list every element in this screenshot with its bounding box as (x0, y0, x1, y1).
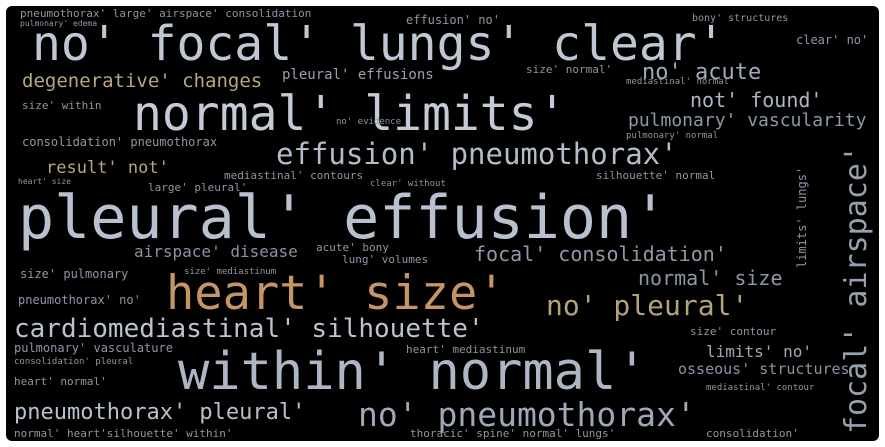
word-bony-structures: bony' structures (692, 13, 789, 24)
word-large-pleural: large' pleural' (148, 181, 248, 194)
word-heart-size-small: heart' size (18, 177, 71, 186)
word-heart-mediastinum: heart' mediastinum (406, 343, 526, 356)
word-heart-size: heart' size' (166, 266, 506, 321)
word-size-pulmonary: size' pulmonary (20, 267, 129, 281)
word-pulmonary-normal: pulmonary' normal (626, 131, 719, 141)
word-size-mediastinum: size' mediastinum (184, 267, 277, 277)
word-silhouette-normal: silhouette' normal (596, 169, 716, 182)
word-pulmonary-vasculature: pulmonary' vasculature (14, 341, 173, 355)
word-clear-no: clear' no' (796, 33, 869, 47)
word-focal-airspace: focal' airspace' (839, 145, 874, 434)
word-effusion-pneumothorax: effusion' pneumothorax' (276, 137, 678, 171)
word-consolidation-pneumothorax: consolidation' pneumothorax (22, 135, 218, 149)
word-airspace-disease: airspace' disease (134, 242, 298, 261)
word-normal-limits: normal' limits' (133, 86, 567, 142)
word-cardiomediastinal-silhouette: cardiomediastinal' silhouette' (14, 314, 484, 344)
word-no-evidence: no' evidence (336, 117, 402, 127)
word-within-normal: within' normal' (178, 342, 648, 402)
word-consolidation-pleural: consolidation' pleural (14, 357, 134, 367)
word-acute-bony: acute' bony (316, 241, 389, 254)
word-effusion-no: effusion' no' (406, 13, 500, 27)
word-degenerative-changes: degenerative' changes (22, 70, 263, 92)
word-pulmonary-edema: pulmonary' edema (20, 19, 98, 28)
word-normal-size: normal' size (638, 266, 783, 290)
word-mediastinal-contours: mediastinal' contours (224, 169, 364, 182)
word-mediastinal-contour: mediastinal' contour (706, 383, 815, 393)
word-focal-consolidation: focal' consolidation' (474, 242, 727, 266)
word-no-pneumothorax: no' pneumothorax' (358, 395, 696, 434)
word-pneumothorax-pleural: pneumothorax' pleural' (14, 400, 306, 425)
word-cloud: pleural' effusion' within' normal' norma… (6, 6, 879, 441)
word-normal-heart-silhouette-within: normal' heart'silhouette' within' (14, 427, 233, 440)
word-no-pleural: no' pleural' (546, 289, 749, 322)
word-pneumothorax-large-airspace-consolidation: pneumothorax' large' airspace' consolida… (20, 7, 312, 20)
word-heart-normal: heart' normal' (14, 375, 107, 388)
word-mediastinal-normal: mediastinal' normal (626, 77, 729, 87)
word-no-focal-lungs-clear: no' focal' lungs' clear' (32, 16, 726, 72)
word-thoracic-spine-normal-lungs: thoracic' spine' normal' lungs' (410, 427, 616, 440)
word-not-found: not' found' (690, 88, 823, 112)
word-limits-no: limits' no' (706, 342, 812, 361)
word-size-within: size' within (22, 99, 102, 112)
word-consolidation: consolidation' (706, 427, 799, 440)
word-lung-volumes: lung' volumes (342, 253, 429, 266)
word-no-acute: no' acute (642, 60, 762, 85)
word-size-contour: size' contour (690, 325, 777, 338)
word-pneumothorax-no: pneumothorax' no' (18, 293, 141, 307)
word-limits-lungs: limits' lungs' (795, 166, 809, 268)
word-result-not: result' not' (46, 158, 169, 178)
word-clear-without: clear' without (370, 179, 446, 189)
word-size-normal: size' normal' (526, 63, 613, 76)
word-pleural-effusion: pleural' effusion' (18, 183, 669, 253)
word-pulmonary-vascularity: pulmonary' vascularity (628, 110, 867, 131)
word-pleural-effusions: pleural' effusions (282, 67, 434, 83)
word-osseous-structures: osseous' structures (678, 360, 850, 378)
